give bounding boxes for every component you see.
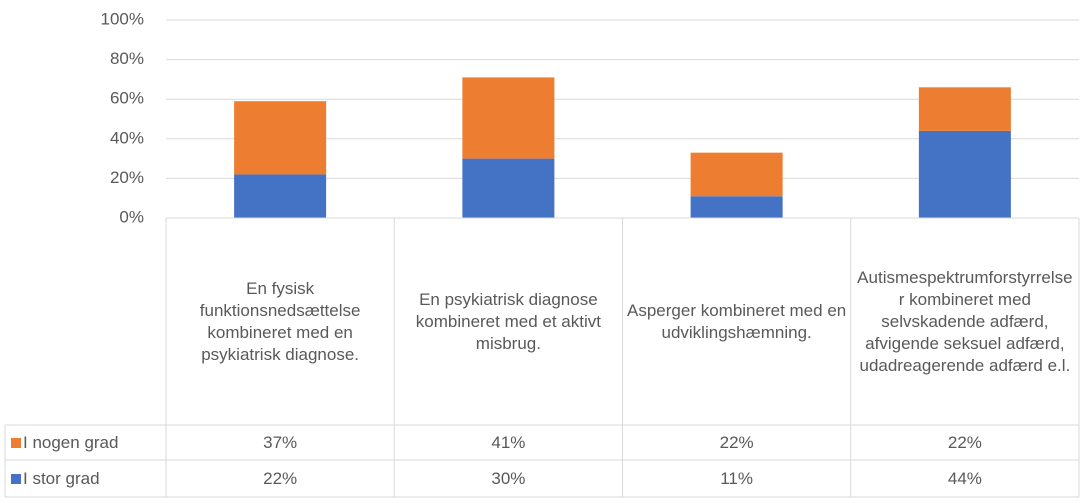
y-tick-label: 0% xyxy=(119,207,144,226)
legend-swatch xyxy=(11,437,21,448)
category-label: En fysisk funktionsnedsættelse kombinere… xyxy=(166,218,394,425)
data-label: 41% xyxy=(394,425,622,460)
data-label: 22% xyxy=(623,425,851,460)
bar-segment xyxy=(690,196,783,218)
y-tick-label: 20% xyxy=(110,168,144,187)
text: 37% xyxy=(263,432,298,452)
y-tick-label: 40% xyxy=(110,128,144,147)
category-label: En psykiatrisk diagnose kombineret med e… xyxy=(394,218,622,425)
legend-label: I nogen grad xyxy=(23,432,119,452)
bar-segment xyxy=(918,130,1011,218)
legend-label: I stor grad xyxy=(23,468,100,488)
text: Asperger kombineret med en udviklingshæm… xyxy=(627,300,847,342)
bar-segment xyxy=(918,87,1011,131)
data-label: 30% xyxy=(394,460,622,497)
data-label: 37% xyxy=(166,425,394,460)
text: Autismespektrumforstyrrelser kombineret … xyxy=(857,267,1073,375)
data-label: 22% xyxy=(166,460,394,497)
legend-entry: I nogen grad xyxy=(5,425,166,460)
text: 22% xyxy=(263,468,298,488)
text: En psykiatrisk diagnose kombineret med e… xyxy=(415,289,601,353)
bar-segment xyxy=(462,158,555,218)
y-tick-label: 100% xyxy=(101,9,144,28)
y-tick-label: 60% xyxy=(110,89,144,108)
data-label: 44% xyxy=(851,460,1079,497)
text: 11% xyxy=(720,468,753,488)
text: 22% xyxy=(719,432,754,452)
bar-segment xyxy=(234,101,327,175)
y-tick-label: 80% xyxy=(110,49,144,68)
legend-entry: I stor grad xyxy=(5,460,166,497)
data-label: 11% xyxy=(623,460,851,497)
text: En fysisk funktionsnedsættelse kombinere… xyxy=(199,278,361,364)
legend-swatch xyxy=(11,473,21,484)
bar-segment xyxy=(690,152,783,197)
text: 44% xyxy=(947,468,982,488)
text: 41% xyxy=(491,432,526,452)
data-label: 22% xyxy=(851,425,1079,460)
bar-segment xyxy=(462,77,555,159)
bar-segment xyxy=(234,174,327,218)
text: 22% xyxy=(947,432,982,452)
category-label: Autismespektrumforstyrrelser kombineret … xyxy=(851,218,1079,425)
category-label: Asperger kombineret med en udviklingshæm… xyxy=(623,218,851,425)
text: 30% xyxy=(491,468,526,488)
